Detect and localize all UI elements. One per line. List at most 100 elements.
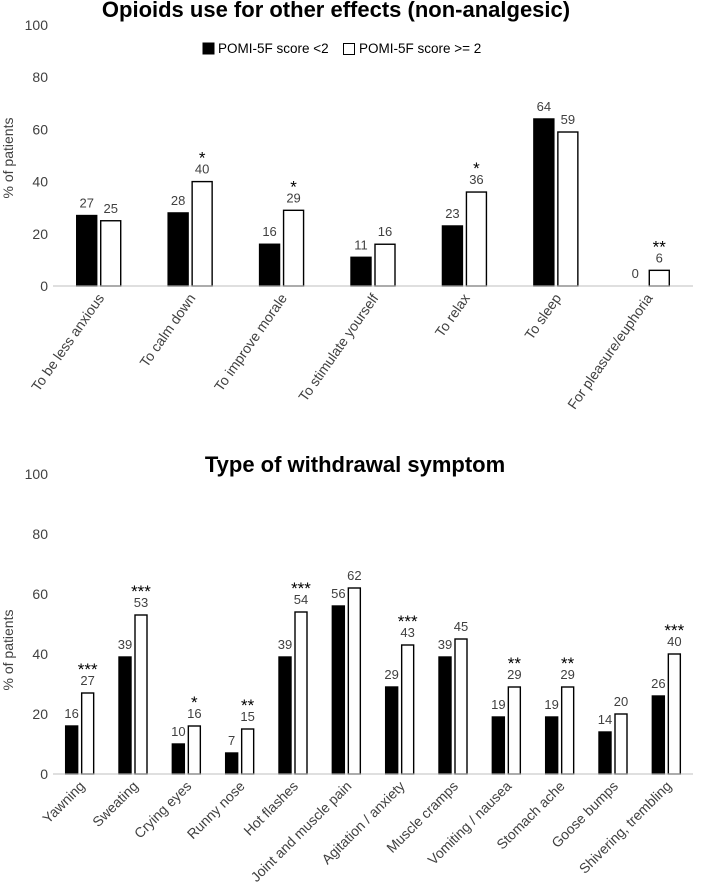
value-label: 64	[537, 99, 551, 114]
value-label: 15	[240, 709, 254, 724]
bar-low	[76, 214, 98, 287]
value-label: 7	[228, 733, 235, 748]
x-axis: To be less anxious To calm down To improve…	[28, 285, 693, 412]
value-label: 40	[667, 634, 681, 649]
y-tick-label: 0	[40, 278, 48, 294]
value-label: 20	[614, 694, 628, 709]
value-label: 10	[171, 724, 185, 739]
significance-marker: **	[561, 654, 575, 673]
bar-low	[441, 225, 464, 287]
legend: POMI-5F score <2 POMI-5F score >= 2	[202, 41, 481, 56]
bar-low	[118, 656, 132, 775]
y-tick-label: 80	[32, 69, 48, 85]
category-label: To improve morale	[211, 290, 290, 394]
value-label: 56	[331, 586, 345, 601]
value-label: 29	[507, 667, 521, 682]
y-tick-label: 20	[32, 706, 48, 722]
bar-low	[438, 656, 452, 775]
category-label: To sleep	[521, 290, 564, 342]
significance-marker: ***	[664, 621, 684, 640]
bar-low	[171, 743, 186, 775]
value-label: 29	[286, 190, 300, 205]
bar-low	[258, 243, 281, 287]
value-label: 39	[118, 637, 132, 652]
value-label: 40	[195, 162, 209, 177]
bar-low	[598, 731, 612, 775]
y-axis: 0 20 40 60 80 100	[25, 466, 49, 782]
y-tick-label: 80	[32, 526, 48, 542]
y-tick-label: 20	[32, 226, 48, 242]
significance-marker: **	[653, 237, 667, 256]
significance-marker: *	[199, 149, 206, 168]
y-tick-label: 100	[25, 466, 49, 482]
bar-high	[648, 269, 670, 287]
legend-swatch-black	[202, 42, 215, 55]
bar-low	[167, 212, 189, 287]
bar-high	[80, 692, 95, 775]
value-label: 59	[561, 112, 575, 127]
value-label: 14	[598, 712, 612, 727]
chart-opioid-effects: Opioids use for other effects (non-analg…	[0, 0, 693, 412]
bar-high	[134, 614, 148, 775]
bar-low	[350, 256, 372, 287]
y-tick-label: 40	[32, 174, 48, 190]
value-label: 28	[171, 193, 185, 208]
category-label: Runny nose	[184, 778, 248, 842]
bar-low	[384, 686, 399, 775]
significance-marker: *	[473, 159, 480, 178]
bar-high	[507, 686, 522, 775]
value-label: 16	[378, 224, 392, 239]
significance-marker: ***	[131, 582, 151, 601]
significance-marker: *	[191, 693, 198, 712]
significance-marker: **	[241, 696, 255, 715]
bar-high	[454, 638, 468, 775]
y-tick-label: 60	[32, 586, 48, 602]
value-label: 19	[544, 697, 558, 712]
bar-high	[557, 131, 579, 287]
bar-low	[544, 716, 559, 775]
category-label: Joint and muscle pain	[247, 778, 354, 885]
legend-swatch-white	[343, 43, 355, 55]
bar-high	[294, 611, 308, 775]
value-label: 39	[278, 637, 292, 652]
value-label: 23	[445, 206, 459, 221]
bar-high	[282, 209, 305, 287]
category-label: To be less anxious	[28, 291, 107, 395]
value-label: 54	[294, 592, 308, 607]
category-label: Sweating	[89, 778, 141, 830]
significance-marker: ***	[291, 579, 311, 598]
value-label: 6	[656, 250, 663, 265]
y-tick-label: 0	[40, 766, 48, 782]
bar-high	[374, 243, 396, 287]
bar-high	[187, 725, 202, 775]
chart-title: Type of withdrawal symptom	[205, 452, 505, 477]
bar-high	[667, 653, 682, 775]
bar-low	[64, 725, 79, 775]
category-label: To stimulate yourself	[295, 290, 381, 404]
bar-high	[400, 644, 415, 775]
value-label: 25	[103, 201, 117, 216]
value-label: 11	[354, 237, 368, 252]
value-label: 43	[400, 625, 414, 640]
value-label: 29	[384, 667, 398, 682]
value-label: 29	[560, 667, 574, 682]
category-label: For pleasure/euphoria	[564, 290, 656, 412]
legend-label-low: POMI-5F score <2	[218, 41, 329, 56]
chart-withdrawal-symptoms: Type of withdrawal symptom % of patients…	[0, 452, 693, 885]
bar-high	[614, 713, 628, 775]
value-label: 16	[64, 706, 78, 721]
y-tick-label: 40	[32, 646, 48, 662]
bar-low	[491, 716, 506, 775]
value-label: 19	[491, 697, 505, 712]
value-label: 53	[134, 595, 148, 610]
y-axis-label: % of patients	[0, 610, 16, 691]
bar-high	[191, 180, 213, 287]
significance-marker: ***	[78, 660, 98, 679]
significance-marker: *	[290, 177, 297, 196]
category-label: Yawning	[39, 778, 88, 827]
bar-high	[240, 728, 255, 775]
significance-marker: **	[508, 654, 522, 673]
